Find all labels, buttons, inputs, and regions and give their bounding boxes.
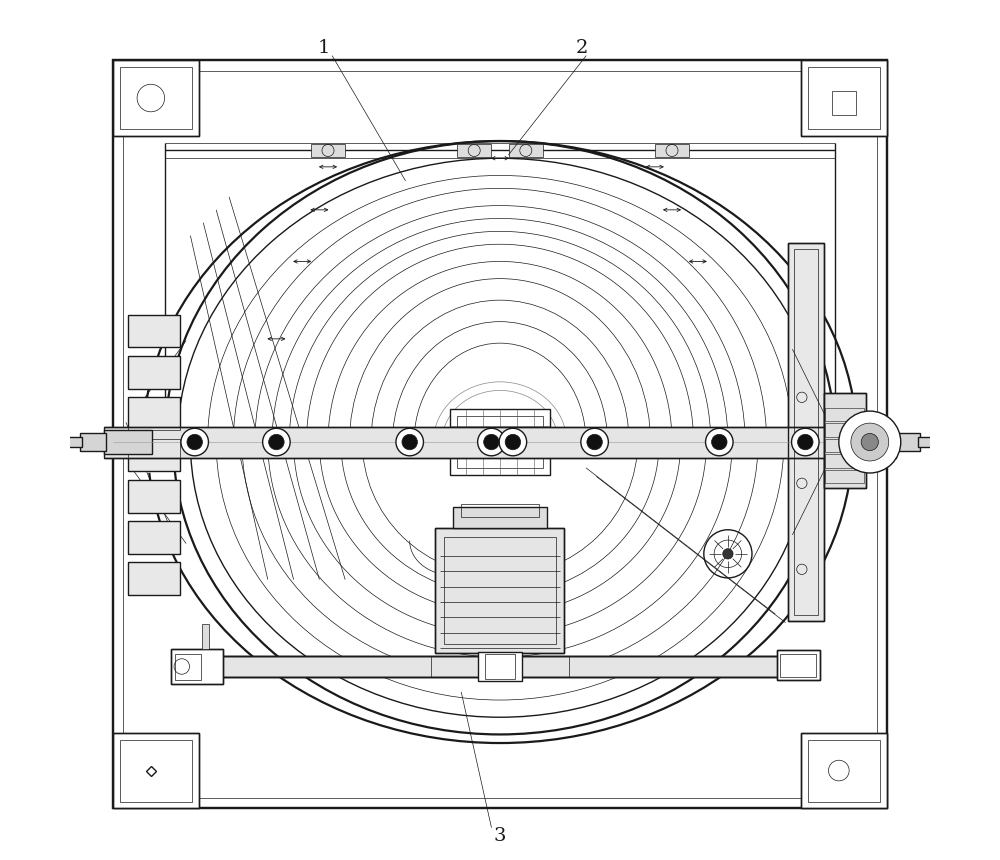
Bar [113,60,887,808]
Circle shape [187,434,202,450]
Circle shape [499,428,527,456]
Circle shape [723,549,733,559]
Bar [128,315,180,347]
Bar [808,740,880,802]
Bar [435,528,564,653]
Circle shape [484,434,499,450]
Circle shape [798,434,813,450]
Bar [128,356,180,389]
Circle shape [263,428,290,456]
Bar [825,454,864,468]
Bar [57,429,67,455]
Bar [175,654,201,680]
Circle shape [587,434,602,450]
Circle shape [402,434,417,450]
Bar [104,430,152,454]
Bar [457,144,491,157]
Bar [824,393,866,488]
Bar [801,60,887,136]
Bar [777,650,820,680]
Text: 2: 2 [576,40,588,57]
Bar [825,470,864,483]
Bar [825,423,864,437]
Bar [457,416,543,468]
Bar [655,144,689,157]
Circle shape [478,428,505,456]
Circle shape [181,428,208,456]
Bar [128,562,180,595]
Circle shape [706,428,733,456]
Bar [794,249,818,615]
Bar [182,656,818,677]
Bar [825,408,864,421]
Bar [832,91,856,115]
Bar [128,521,180,554]
Bar [128,397,180,430]
Bar [128,521,180,554]
Circle shape [712,434,727,450]
Bar [128,480,180,513]
Bar [128,439,180,471]
Bar [788,243,824,621]
Bar [444,537,556,644]
Bar [171,649,223,684]
Bar [311,144,345,157]
Bar [128,480,180,513]
Bar [202,624,209,649]
Circle shape [505,434,521,450]
Bar [113,733,199,808]
Bar [801,733,887,808]
Text: 1: 1 [318,40,330,57]
Text: 3: 3 [494,827,506,845]
Bar [113,60,887,808]
Circle shape [861,433,878,451]
Bar [824,393,866,488]
Bar [478,652,522,681]
Bar [120,67,192,129]
Bar [894,433,920,451]
Circle shape [839,411,901,473]
Circle shape [396,428,423,456]
Bar [104,427,896,458]
Bar [509,144,543,157]
Circle shape [581,428,608,456]
Bar [918,437,937,447]
Bar [113,733,199,808]
Bar [128,397,180,430]
Bar [80,433,106,451]
Bar [435,528,564,653]
Bar [182,656,818,677]
Bar [450,409,550,475]
Bar [485,654,515,679]
Bar [120,740,192,802]
Bar [777,650,820,680]
Bar [63,437,82,447]
Bar [104,427,896,458]
Bar [128,439,180,471]
Circle shape [792,428,819,456]
Bar [788,243,824,621]
Bar [801,733,887,808]
Bar [128,315,180,347]
Circle shape [851,423,889,461]
Circle shape [269,434,284,450]
Bar [808,67,880,129]
Bar [825,439,864,452]
Bar [801,60,887,136]
Bar [123,71,877,798]
Bar [113,60,199,136]
Bar [113,60,199,136]
Bar [461,504,539,517]
Bar [128,356,180,389]
Bar [453,507,547,528]
Bar [171,649,223,684]
Bar [128,562,180,595]
Bar [780,654,816,677]
Bar [848,430,896,454]
